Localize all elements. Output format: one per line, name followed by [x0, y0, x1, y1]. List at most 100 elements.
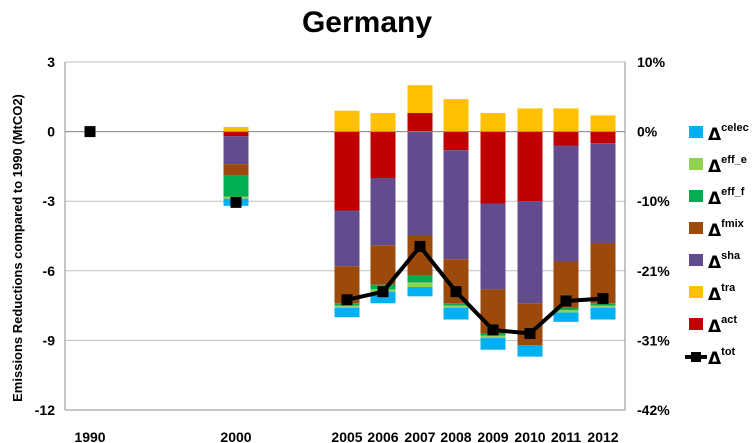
x-tick-label: 1990	[74, 429, 105, 443]
legend-marker-tot	[691, 352, 701, 362]
total-line-path	[346, 243, 604, 336]
bar-segment-tra	[517, 108, 543, 132]
bar-segment-act	[334, 131, 360, 211]
x-tick-label: 2000	[220, 429, 251, 443]
legend-label-sha: Δsha	[708, 250, 741, 273]
bar-segment-eff_e	[407, 282, 433, 288]
bar-segment-eff_e	[443, 305, 469, 308]
x-tick-label: 2005	[331, 429, 362, 443]
total-marker	[487, 324, 499, 336]
legend-swatch-tra	[689, 286, 703, 298]
total-marker	[341, 294, 353, 306]
bar-segment-eff_f	[407, 275, 433, 283]
bar-segment-sha	[590, 143, 616, 243]
total-marker	[414, 240, 426, 252]
bar-segment-eff_f	[590, 303, 616, 306]
legend-label-tra: Δtra	[708, 282, 736, 305]
bar-segment-tra	[370, 113, 396, 132]
bar-segment-eff_f	[223, 175, 249, 197]
legend-label-eff_e: Δeff_e	[708, 154, 747, 177]
bar-segment-tra	[407, 85, 433, 114]
x-tick-label: 2008	[440, 429, 471, 443]
total-marker	[597, 293, 609, 305]
bar-segment-sha	[407, 131, 433, 236]
bar-segment-celec	[334, 307, 360, 318]
bar-segment-celec	[443, 307, 469, 320]
bar-segment-act	[407, 113, 433, 132]
bar-segment-act	[370, 131, 396, 178]
legend-label-eff_f: Δeff_f	[708, 186, 745, 209]
y-tick-label: 3	[47, 54, 55, 70]
bar-segment-sha	[443, 150, 469, 260]
legend-swatch-act	[689, 318, 703, 330]
bar-segment-act	[553, 131, 579, 146]
bar-segment-tra	[443, 99, 469, 132]
x-tick-label: 2011	[551, 429, 582, 443]
y-axis-label: Emissions Reductions compared to 1990 (M…	[10, 94, 25, 402]
bar-segment-tra	[553, 108, 579, 132]
bar-segment-eff_e	[590, 305, 616, 308]
legend-label-act: Δact	[708, 314, 737, 337]
bar-segment-tra	[223, 126, 249, 132]
x-tick-label: 2009	[477, 429, 508, 443]
y2-tick-label: -21%	[637, 263, 670, 279]
y2-tick-label: -31%	[637, 332, 670, 348]
bar-segment-celec	[480, 338, 506, 350]
bar-segment-celec	[370, 291, 396, 304]
bar-segment-sha	[553, 145, 579, 262]
legend-swatch-eff_f	[689, 190, 703, 202]
y2-tick-label: 0%	[637, 124, 658, 140]
legend-swatch-fmix	[689, 222, 703, 234]
bar-segment-act	[517, 131, 543, 202]
total-marker	[230, 196, 242, 208]
legend-swatch-sha	[689, 254, 703, 266]
total-marker	[524, 327, 536, 339]
total-marker	[450, 286, 462, 298]
x-tick-label: 2010	[514, 429, 545, 443]
y-tick-label: -6	[43, 263, 56, 279]
bar-segment-eff_f	[553, 307, 579, 311]
bar-segment-act	[443, 131, 469, 151]
bar-segment-act	[223, 131, 249, 137]
chart-title: Germany	[302, 6, 432, 39]
y-tick-label: 0	[47, 124, 55, 140]
bar-segment-eff_f	[443, 303, 469, 306]
bar-segment-tra	[480, 113, 506, 132]
bar-segment-eff_e	[553, 310, 579, 313]
y-tick-label: -9	[43, 332, 56, 348]
bar-segment-eff_e	[334, 305, 360, 308]
bar-segment-sha	[517, 201, 543, 304]
legend-label-celec: Δcelec	[708, 122, 749, 145]
y-tick-label: -12	[35, 402, 55, 418]
legend-swatch-celec	[689, 126, 703, 138]
bar-segment-sha	[223, 136, 249, 165]
total-marker	[377, 286, 389, 298]
bar-segment-sha	[334, 210, 360, 267]
bar-segment-celec	[517, 345, 543, 357]
bar-segment-celec	[407, 287, 433, 297]
legend: Δcelec Δeff_e Δeff_f Δfmix Δsha Δtra Δact Δtot	[685, 122, 749, 369]
bar-segment-act	[480, 131, 506, 204]
bar-segment-tra	[590, 115, 616, 132]
axes	[64, 62, 626, 411]
total-marker	[84, 126, 96, 138]
x-tick-label: 2006	[367, 429, 398, 443]
total-line	[84, 126, 609, 339]
bar-segment-celec	[590, 307, 616, 320]
legend-swatch-eff_e	[689, 158, 703, 170]
bar-segment-fmix	[223, 164, 249, 176]
bar-segment-celec	[553, 312, 579, 322]
x-tick-label: 2012	[587, 429, 618, 443]
bar-segment-sha	[480, 203, 506, 290]
y2-tick-label: -42%	[637, 402, 670, 418]
y2-tick-label: 10%	[637, 54, 666, 70]
total-marker	[560, 295, 572, 307]
y2-tick-label: -10%	[637, 193, 670, 209]
bar-segment-tra	[334, 110, 360, 132]
bar-segment-act	[590, 131, 616, 144]
bar-stacks	[223, 85, 616, 357]
y-tick-label: -3	[43, 193, 56, 209]
legend-label-fmix: Δfmix	[708, 218, 745, 241]
bar-segment-sha	[370, 178, 396, 246]
